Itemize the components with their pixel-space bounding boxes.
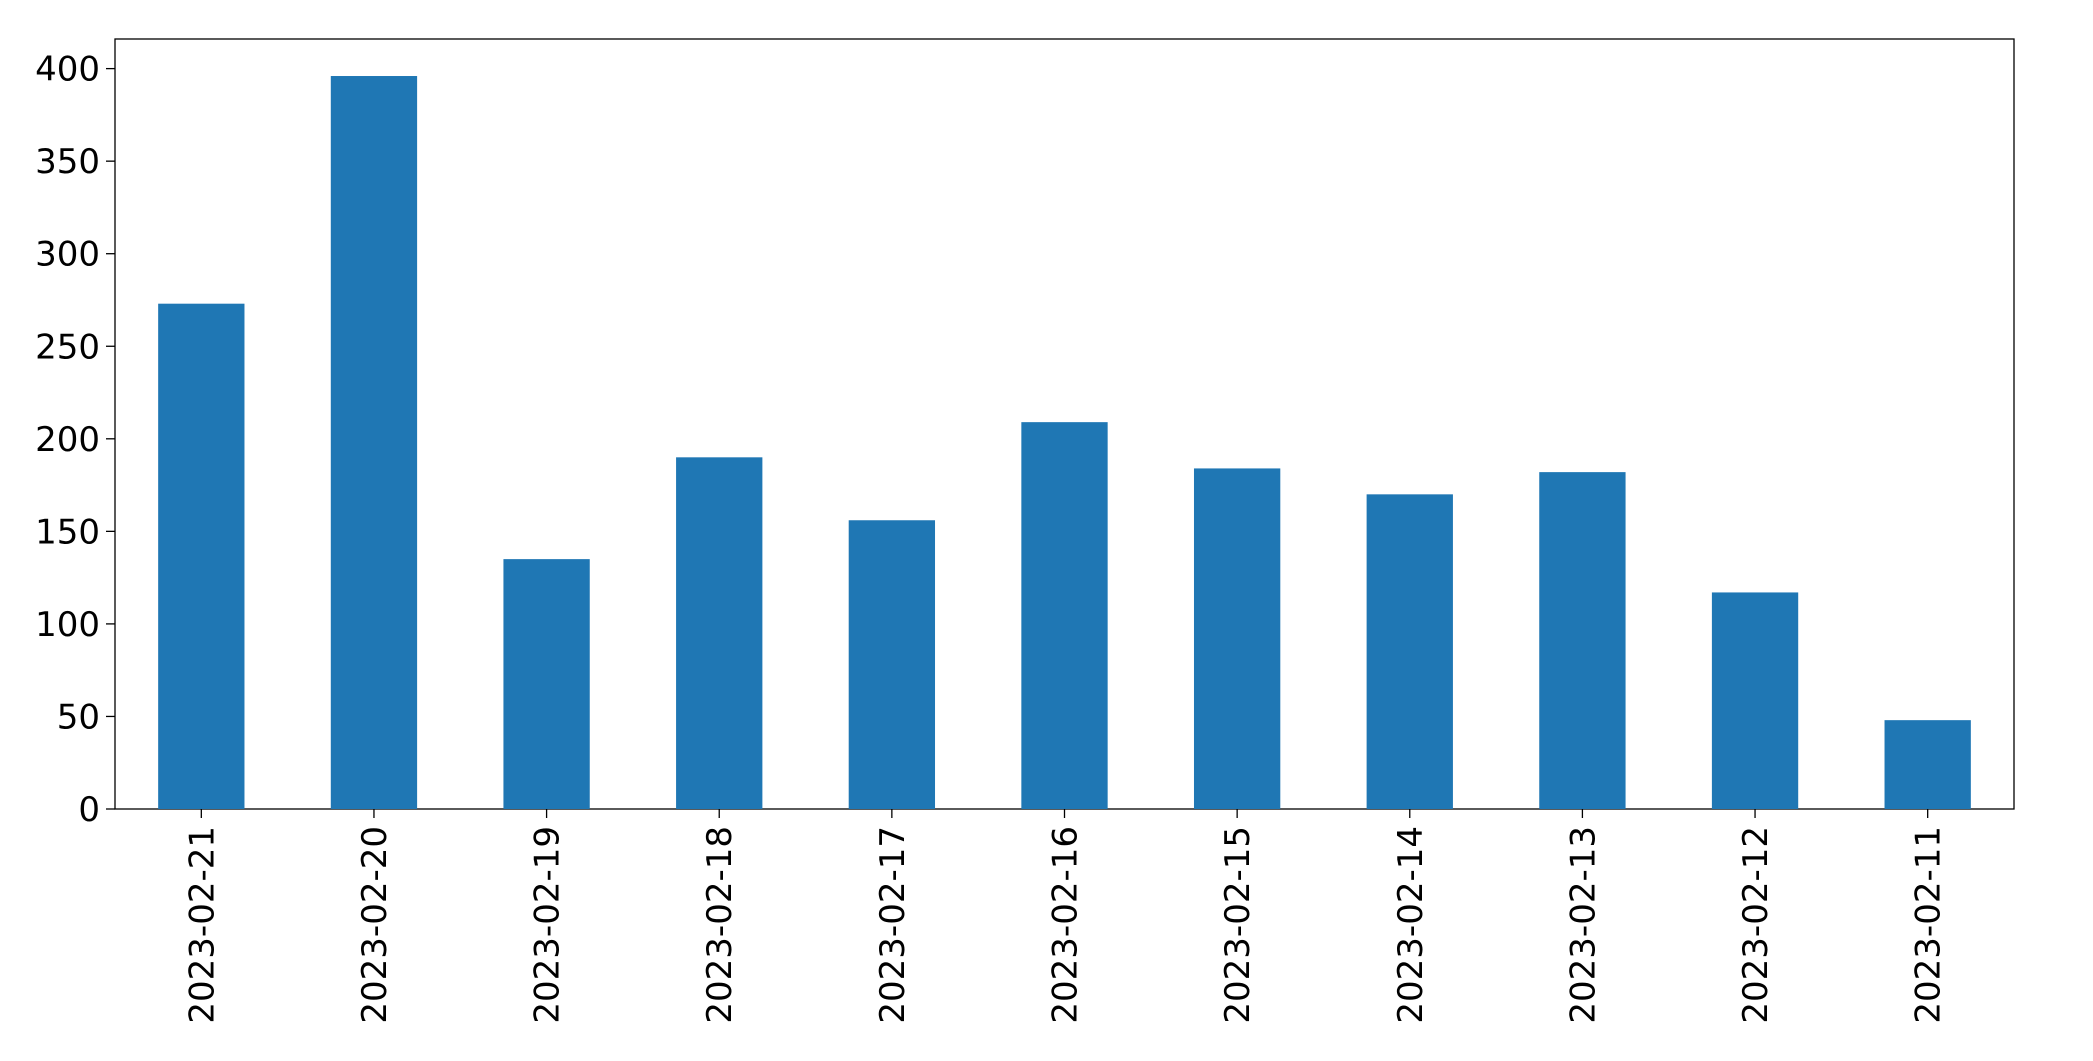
bar (1539, 472, 1626, 809)
x-tick-label: 2023-02-14 (1391, 826, 1431, 1024)
bar (676, 457, 763, 809)
y-tick-label: 100 (35, 605, 100, 645)
bar (1884, 720, 1971, 809)
y-tick-label: 200 (35, 420, 100, 460)
bar (330, 76, 418, 810)
x-tick-label: 2023-02-11 (1909, 826, 1949, 1024)
y-tick-label: 150 (35, 512, 100, 552)
x-tick-label: 2023-02-12 (1736, 826, 1776, 1024)
x-tick-label: 2023-02-21 (182, 826, 222, 1024)
y-tick-label: 0 (78, 790, 100, 830)
x-tick-label: 2023-02-17 (873, 826, 913, 1024)
bar (1711, 592, 1799, 809)
y-tick-label: 400 (35, 50, 100, 90)
bar (1021, 422, 1108, 809)
bar (158, 303, 245, 809)
x-tick-label: 2023-02-18 (700, 826, 740, 1024)
bar (503, 559, 590, 809)
bar (1193, 468, 1281, 809)
y-tick-label: 300 (35, 235, 100, 275)
x-tick-label: 2023-02-19 (528, 826, 568, 1024)
x-tick-label: 2023-02-20 (355, 826, 395, 1024)
x-tick-label: 2023-02-15 (1218, 826, 1258, 1024)
bar (848, 520, 936, 809)
y-tick-label: 350 (35, 142, 100, 182)
bar (1366, 494, 1453, 809)
y-tick-label: 50 (57, 697, 100, 737)
x-tick-label: 2023-02-13 (1563, 826, 1603, 1024)
x-tick-label: 2023-02-16 (1046, 826, 1086, 1024)
y-tick-label: 250 (35, 327, 100, 367)
